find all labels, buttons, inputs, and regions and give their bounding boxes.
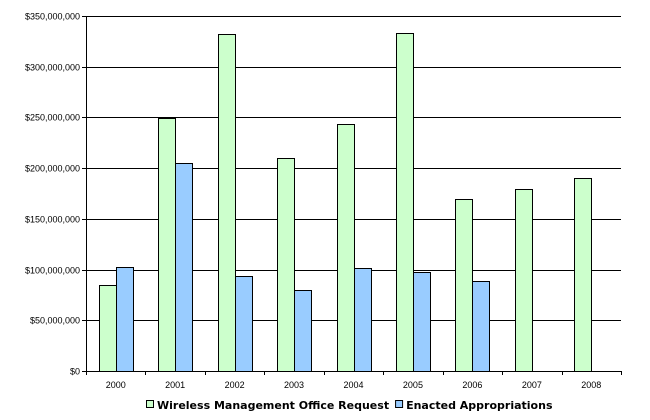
bar-enacted-2000: [116, 267, 134, 372]
bar-enacted-2002: [235, 276, 253, 372]
bars: [99, 33, 592, 372]
legend-label: Wireless Management Office Request: [157, 399, 389, 412]
y-axis-ticks: $0 $50,000,000 $100,000,000 $150,000,000 $20…: [25, 12, 86, 377]
bar-request-2000: [99, 285, 117, 372]
x-tick-label: 2005: [403, 380, 423, 390]
x-axis-ticks: 2000 2001 2002 2003 2004 2005 2006 2007 2008: [86, 371, 622, 390]
x-tick-label: 2004: [343, 380, 363, 390]
bar-request-2005: [396, 33, 414, 372]
x-tick-label: 2003: [284, 380, 304, 390]
axes: [86, 16, 621, 372]
x-tick-label: 2006: [462, 380, 482, 390]
y-tick-label: $250,000,000: [25, 113, 80, 123]
x-tick-label: 2008: [581, 380, 601, 390]
bar-enacted-2001: [175, 163, 193, 372]
legend: Wireless Management Office Request Enacte…: [146, 399, 553, 412]
y-tick-label: $300,000,000: [25, 63, 80, 73]
x-tick-label: 2001: [165, 380, 185, 390]
bar-request-2002: [218, 34, 236, 372]
y-tick-label: $100,000,000: [25, 266, 80, 276]
bar-request-2008: [574, 178, 592, 372]
bar-request-2004: [337, 124, 355, 372]
y-tick-label: $50,000,000: [30, 316, 80, 326]
bar-enacted-2006: [472, 281, 490, 372]
y-tick-label: $0: [70, 367, 80, 377]
x-tick-label: 2002: [225, 380, 245, 390]
legend-label: Enacted Appropriations: [406, 399, 553, 412]
bar-request-2007: [515, 189, 533, 372]
bar-enacted-2004: [354, 268, 372, 372]
legend-swatch: [395, 400, 404, 408]
bar-request-2006: [455, 199, 473, 372]
bar-request-2001: [158, 118, 176, 372]
x-tick-label: 2000: [106, 380, 126, 390]
x-tick-label: 2007: [522, 380, 542, 390]
y-tick-label: $350,000,000: [25, 12, 80, 22]
legend-swatch: [146, 400, 154, 408]
bar-request-2003: [277, 158, 295, 372]
y-tick-label: $150,000,000: [25, 215, 80, 225]
y-tick-label: $200,000,000: [25, 164, 80, 174]
bar-enacted-2003: [294, 290, 312, 372]
bar-enacted-2005: [413, 272, 431, 372]
